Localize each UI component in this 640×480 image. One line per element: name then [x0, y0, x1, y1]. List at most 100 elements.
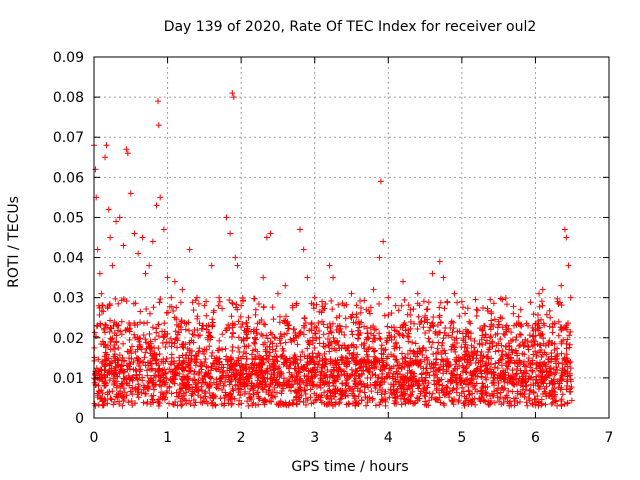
data-point [274, 389, 281, 396]
data-point [191, 331, 198, 338]
data-point [287, 336, 294, 343]
data-point [147, 310, 154, 317]
data-point [357, 309, 364, 316]
data-point [203, 346, 210, 353]
data-point [398, 302, 405, 309]
data-point [399, 332, 406, 339]
data-point [251, 295, 258, 302]
data-point [128, 398, 135, 405]
data-point [495, 347, 502, 354]
data-point [129, 384, 136, 391]
data-point [509, 388, 516, 395]
data-point [195, 300, 202, 307]
data-point [492, 360, 499, 367]
data-point [260, 321, 267, 328]
data-point [468, 349, 475, 356]
data-point [494, 394, 501, 401]
data-point [177, 299, 184, 306]
data-point [382, 402, 389, 409]
data-point [532, 338, 539, 345]
data-point [384, 353, 391, 360]
data-point [280, 317, 287, 324]
data-point [498, 401, 505, 408]
data-point [262, 321, 269, 328]
y-tick-label: 0.01 [53, 371, 84, 387]
data-point [297, 369, 304, 376]
data-point [509, 367, 516, 374]
data-point [521, 363, 528, 370]
data-point [230, 387, 237, 394]
data-point [190, 396, 197, 403]
data-point [515, 313, 522, 320]
data-point [162, 343, 169, 350]
y-tick-label: 0.05 [53, 210, 84, 226]
data-point [436, 389, 443, 396]
data-point [366, 344, 373, 351]
data-point [250, 339, 257, 346]
data-point [132, 348, 139, 355]
data-point [416, 302, 423, 309]
data-point [448, 334, 455, 341]
data-point [121, 389, 128, 396]
data-point [254, 320, 261, 327]
data-point [328, 329, 335, 336]
data-point [216, 337, 223, 344]
data-point [555, 318, 562, 325]
data-point [254, 389, 261, 396]
data-point [421, 318, 428, 325]
data-point [228, 313, 235, 320]
x-tick-label: 3 [310, 430, 319, 446]
data-point [544, 356, 551, 363]
data-point [243, 350, 250, 357]
data-point [208, 352, 215, 359]
data-point [161, 320, 168, 327]
data-point [428, 344, 435, 351]
y-tick-label: 0.06 [53, 170, 84, 186]
data-point [464, 345, 471, 352]
data-point [300, 331, 307, 338]
data-point [564, 336, 571, 343]
data-point [99, 302, 106, 309]
data-point [555, 332, 562, 339]
data-point [199, 348, 206, 355]
data-point [476, 340, 483, 347]
data-point [533, 373, 540, 380]
data-point [250, 365, 257, 372]
data-point [294, 341, 301, 348]
data-point [247, 386, 254, 393]
data-point [384, 323, 391, 330]
data-point [212, 365, 219, 372]
data-point [301, 314, 308, 321]
data-point [404, 351, 411, 358]
data-point [156, 351, 163, 358]
data-point [249, 368, 256, 375]
data-point [530, 351, 537, 358]
data-point [187, 401, 194, 408]
data-point [321, 350, 328, 357]
data-point [140, 386, 147, 393]
data-point [135, 394, 142, 401]
data-point [244, 398, 251, 405]
data-point [563, 386, 570, 393]
data-point [273, 343, 280, 350]
data-point [542, 342, 549, 349]
x-tick-label: 4 [384, 430, 393, 446]
data-point [532, 401, 539, 408]
data-point [247, 371, 254, 378]
data-point [195, 350, 202, 357]
data-point [387, 351, 394, 358]
data-point [549, 399, 556, 406]
data-point [334, 338, 341, 345]
data-point [168, 390, 175, 397]
data-point [464, 305, 471, 312]
data-point [330, 334, 337, 341]
data-point [245, 402, 252, 409]
data-point [464, 376, 471, 383]
data-point [546, 323, 553, 330]
data-point [529, 400, 536, 407]
data-point [235, 318, 242, 325]
data-point [510, 322, 517, 329]
y-tick-label: 0.03 [53, 291, 84, 307]
data-point [306, 353, 313, 360]
data-point [538, 316, 545, 323]
